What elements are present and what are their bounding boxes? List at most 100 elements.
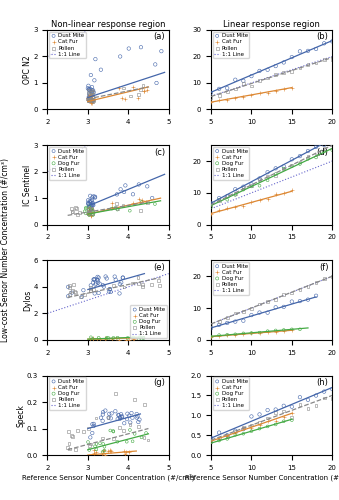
Point [120,274,126,281]
Point [241,330,246,338]
Point [249,198,254,206]
Point [89,92,94,100]
Point [88,285,93,293]
Point [89,92,94,100]
Point [134,410,139,418]
Point [92,290,97,298]
Point [88,212,93,220]
Point [101,446,106,454]
Point [249,82,254,90]
Point [120,274,125,282]
Point [85,84,91,92]
Point [233,191,238,199]
Point [257,410,262,418]
Point [216,85,222,93]
Point [113,407,118,415]
Point [98,66,104,74]
Legend: Dust Mite, Cat Fur, Dog Fur, Pollen, 1:1 Line: Dust Mite, Cat Fur, Dog Fur, Pollen, 1:1… [49,147,86,180]
Point [121,84,126,92]
Point [233,431,238,439]
Point [88,98,94,106]
Point [91,211,96,219]
Point [330,146,335,154]
Point [139,335,144,343]
Point [216,92,222,100]
Point [297,400,303,408]
Point [89,97,95,105]
Point [124,415,130,423]
Point [86,94,92,102]
Point [79,293,84,301]
Point [104,274,109,282]
Point [249,329,254,337]
Point [241,80,246,88]
Point [289,162,295,170]
Point [224,84,230,92]
Point [117,280,123,288]
Point [265,327,270,335]
Point [249,182,254,190]
Point [216,197,222,205]
Point [109,335,115,343]
Point [85,210,91,218]
Point [257,67,262,75]
Point [159,47,164,55]
Point [137,196,142,203]
Point [89,194,95,202]
Point [216,194,222,202]
Point [87,211,92,219]
Point [208,436,214,444]
Point [86,94,92,102]
Point [69,433,75,441]
Point [289,161,295,169]
Point [130,279,136,287]
Point [224,330,230,338]
Point [92,76,97,84]
Point [208,203,214,211]
Point [208,94,214,102]
Point [216,332,222,340]
Point [257,89,262,97]
Point [88,96,94,104]
Point [66,427,72,435]
Point [224,432,230,440]
Point [87,97,93,105]
Point [249,329,254,337]
Point [321,40,327,48]
Point [273,172,278,179]
Point [105,413,111,421]
Point [87,91,92,99]
Point [105,447,111,455]
Point [126,336,132,344]
Point [233,330,238,338]
Point [321,144,327,152]
Point [149,280,154,288]
Point [69,205,74,213]
Point [281,327,286,335]
Point [289,414,295,422]
Legend: Dust Mite, Cat Fur, Pollen, 1:1 Line: Dust Mite, Cat Fur, Pollen, 1:1 Line [213,32,250,58]
Point [102,442,107,450]
Point [113,276,118,283]
Point [216,196,222,203]
Point [73,204,79,212]
Point [96,278,101,286]
Point [87,206,93,214]
Point [90,96,95,104]
Point [273,170,278,178]
Point [75,210,81,218]
Point [330,394,335,402]
Point [273,304,278,312]
Point [86,204,92,212]
Point [86,442,92,450]
Point [89,99,94,107]
Point [233,94,238,102]
Point [91,286,96,294]
Point [257,424,262,432]
Point [241,424,246,432]
Point [249,181,254,189]
Point [313,154,319,162]
Point [321,274,327,282]
Point [87,434,93,442]
Point [117,413,123,421]
